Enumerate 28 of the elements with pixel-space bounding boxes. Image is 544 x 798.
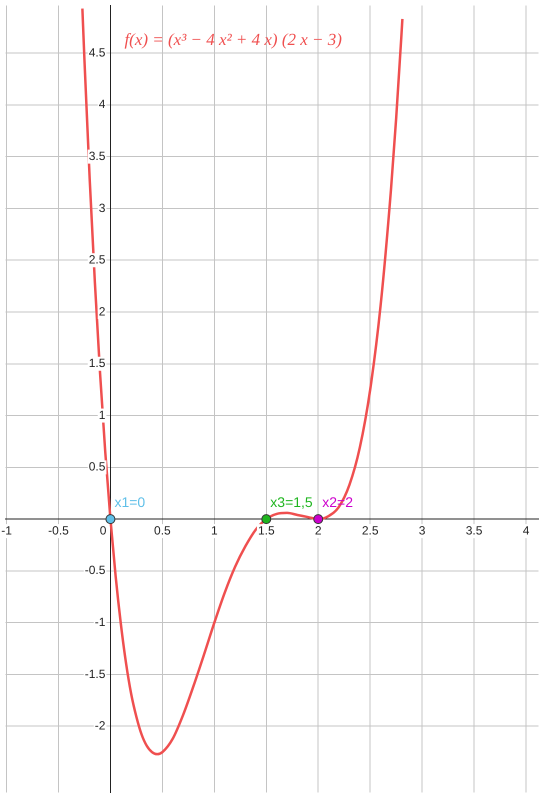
x-tick-label: 2.5 <box>362 523 379 538</box>
y-tick-label: 3.5 <box>88 149 106 163</box>
y-tick-label: -2 <box>94 718 106 733</box>
y-tick-label: -1 <box>94 614 106 629</box>
y-tick-label: -0.5 <box>84 563 106 578</box>
x-tick-label: 2 <box>314 523 322 538</box>
y-tick-label: 0.5 <box>88 460 106 474</box>
y-tick-label: 4.5 <box>88 45 106 60</box>
x-tick-label: 1.5 <box>258 523 275 538</box>
x-tick-label: 0 <box>100 523 107 538</box>
y-tick-label: 4 <box>98 97 106 112</box>
x-tick-label: 1 <box>210 523 218 538</box>
y-tick-label: 2 <box>98 304 106 318</box>
line-series <box>81 7 404 756</box>
series-label: x3=1,5 <box>270 494 313 510</box>
y-tick-label: 1 <box>98 408 106 422</box>
series-label: x1=0 <box>114 494 146 510</box>
text: f(x) = (x³ − 4 x² + 4 x) (2 x − 3) <box>124 30 342 49</box>
y-tick-label: 2.5 <box>88 252 106 267</box>
x-tick-label: 3.5 <box>466 523 483 538</box>
x-tick-label: -0.5 <box>48 523 70 538</box>
y-tick-label: 3 <box>98 200 106 215</box>
x-tick-label: 0.5 <box>154 523 172 538</box>
x-tick-label: -1 <box>1 523 12 538</box>
y-tick-label: 1.5 <box>88 356 106 370</box>
y-tick-label: -1.5 <box>84 666 106 681</box>
x-tick-label: 3 <box>418 523 426 538</box>
x-tick-label: 4 <box>522 523 530 538</box>
